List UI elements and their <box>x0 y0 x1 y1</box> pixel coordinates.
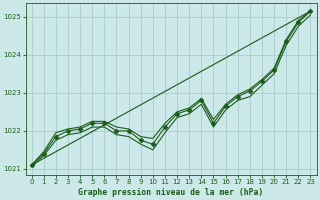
X-axis label: Graphe pression niveau de la mer (hPa): Graphe pression niveau de la mer (hPa) <box>78 188 264 197</box>
